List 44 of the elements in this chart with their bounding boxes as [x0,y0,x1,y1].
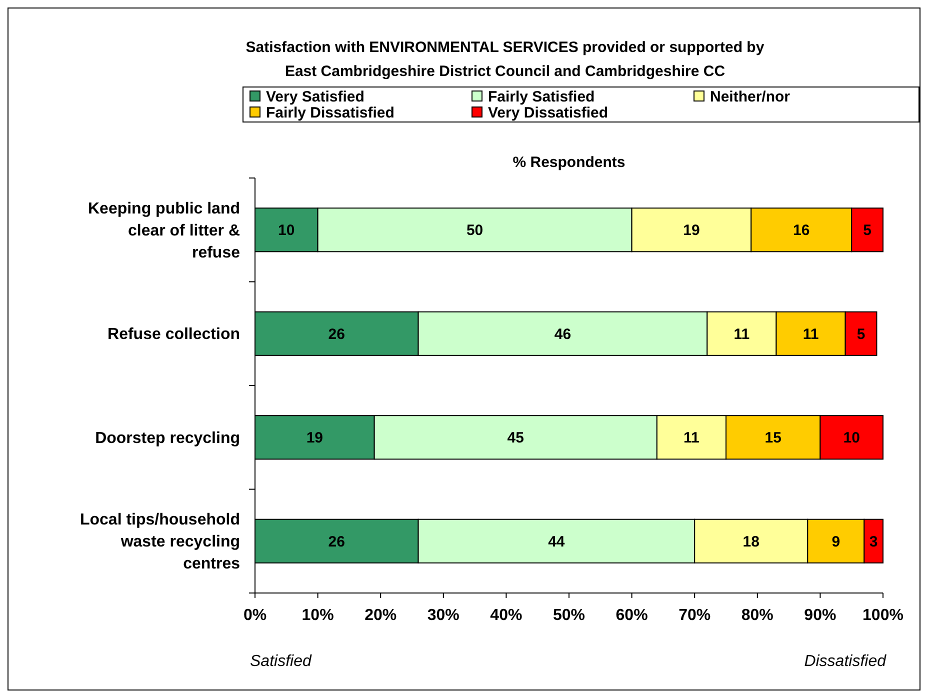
x-tick-label: 30% [427,607,460,624]
data-label: 5 [856,326,866,343]
x-tick-label: 40% [490,607,522,624]
x-tick-label: 50% [552,607,586,624]
text: Satisfied [250,653,312,670]
data-label: 5 [863,222,872,240]
x-tick-label: 100% [862,607,904,624]
data-label: 9 [832,533,840,550]
legend-label: Fairly Dissatisfied [266,104,394,122]
text: Dissatisfied [804,653,888,670]
data-label: 45 [507,430,524,447]
x-tick-label: 60% [616,607,648,624]
legend-label: Very Dissatisfied [488,104,608,122]
data-label: 11 [802,326,819,343]
data-label: 10 [278,222,295,240]
chart-title: Satisfaction with ENVIRONMENTAL SERVICES provided or supported by East Cambridgeshire District Council and Cambridgeshire CC [246,39,765,80]
legend-label: Neither/nor [710,88,790,106]
x-tick-label: 70% [678,607,711,624]
data-label: 44 [548,533,566,550]
legend-label: Fairly Satisfied [488,88,595,106]
data-label: 18 [742,533,760,550]
data-label: 50 [466,222,484,240]
data-label: 16 [793,222,810,240]
data-label: 46 [554,326,572,343]
data-label: 10 [843,430,860,447]
y-tick-label: Refuse collection [108,326,240,344]
data-label: 26 [328,533,345,550]
data-label: 26 [328,326,345,343]
x-axis-title: % Respondents [512,154,626,171]
y-tick-label: Local tips/household waste recycling centres [80,512,240,573]
x-tick-label: 0% [243,607,267,624]
data-label: 11 [684,430,700,447]
data-label: 3 [869,533,878,550]
x-tick-label: 20% [364,607,397,624]
y-tick-label: Keeping public land clear of litter & refuse [88,200,240,262]
x-tick-label: 80% [741,607,774,624]
x-tick-label: 10% [302,607,334,624]
x-tick-label: 90% [804,607,836,624]
y-tick-label: Doorstep recycling [95,430,240,447]
data-label: 19 [683,222,700,240]
legend-label: Very Satisfied [266,88,364,106]
data-label: 19 [306,430,324,447]
data-label: 11 [734,326,750,343]
data-label: 15 [764,430,782,447]
